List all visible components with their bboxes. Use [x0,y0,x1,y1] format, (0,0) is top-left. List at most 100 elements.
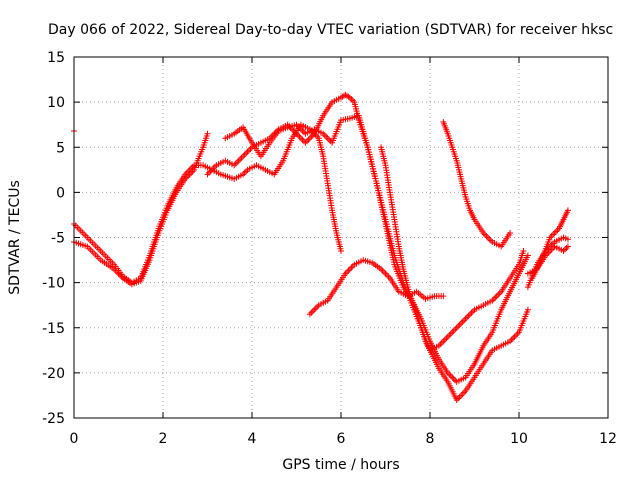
series-6-marker [453,324,460,331]
series-6-marker [492,294,499,301]
series-1-marker [185,172,192,179]
series-4-marker [238,154,245,161]
x-tick-labels: 0 2 4 6 8 10 12 [70,431,617,447]
series-5-marker [308,309,315,316]
y-tick-label: 0 [56,185,65,201]
series-4-marker [210,165,217,172]
x-tick-label: 10 [510,431,528,447]
series-5-marker [343,269,350,276]
series-5-marker [349,263,356,270]
series-10-marker [553,228,560,235]
series-4-marker [232,160,239,167]
series-4-marker [306,135,313,142]
y-axis-title: SDTVAR / TECUs [7,180,23,295]
series-8-marker [564,236,571,243]
series-4-marker [246,147,253,154]
series-4-marker [272,129,279,136]
series-3-marker [461,389,468,396]
series-5-marker [306,311,313,318]
series-4-marker [308,133,315,140]
series-10-marker [564,207,571,214]
series-4-marker [207,168,214,175]
series-6-marker [464,314,471,321]
series-4-marker [237,156,244,163]
series-4-marker [271,130,278,137]
series-4-marker [305,136,312,143]
series-0-marker [338,248,344,255]
series-4-marker [241,151,248,158]
series-6-marker [452,326,459,333]
series-9-marker [548,246,555,253]
x-tick-label: 0 [70,431,79,447]
series-6-marker [458,320,465,327]
y-tick-label: 10 [47,95,65,111]
series-5-marker [440,293,447,300]
series-6-marker [467,311,474,318]
series-7-marker [487,237,494,244]
y-tick-label: 15 [47,50,65,66]
series-4-marker [243,150,250,157]
series-9-marker [561,246,568,253]
series-6-marker [443,335,450,342]
series-0-marker [243,168,250,175]
series-4-marker [302,139,309,146]
series-6-marker [441,336,448,343]
y-tick-label: -5 [51,231,65,247]
series-4-marker [303,138,310,145]
series-4-marker [450,375,457,382]
series-6-marker [449,329,456,336]
series-0-marker [241,169,248,176]
y-tick-label: -20 [42,366,65,382]
series-4-marker [244,148,251,155]
series-5-marker [381,269,388,276]
series-3-marker [511,333,518,340]
series-5-marker [382,270,389,277]
series-1-marker [204,130,211,137]
x-axis-title: GPS time / hours [282,457,399,473]
series-5-marker [346,266,353,273]
series-6-marker [455,323,462,330]
x-tick-label: 4 [248,431,257,447]
series-6-marker [496,290,503,297]
series-4-marker [299,136,306,143]
series-6-marker [468,309,475,316]
series-7-marker [507,229,514,236]
y-tick-label: -15 [42,321,65,337]
y-tick-label: -10 [42,276,65,292]
data-markers [71,91,571,403]
series-5-marker [312,305,319,312]
series-3-marker [321,132,328,139]
series-6-marker [461,317,468,324]
chart-title: Day 066 of 2022, Sidereal Day-to-day VTE… [48,22,613,38]
grid-lines [74,57,608,418]
series-3-marker [459,390,466,397]
series-5-marker [309,308,316,315]
y-tick-labels: 15 10 5 0 -5 -10 -15 -20 -25 [42,50,65,427]
y-tick-label: -25 [42,411,65,427]
y-tick-label: 5 [56,140,65,156]
plot-frame [73,56,609,419]
series-6-marker [438,339,445,346]
series-6-marker [437,341,444,348]
series-6-marker [447,330,454,337]
series-3-marker [508,336,515,343]
series-6-marker [520,248,527,255]
x-tick-label: 12 [599,431,617,447]
series-6-marker [456,321,463,328]
series-7-marker [486,236,493,243]
series-6-marker [490,296,497,303]
series-6-marker [459,318,466,325]
series-4-marker [524,252,531,259]
series-5-marker [314,303,321,310]
x-tick-label: 2 [159,431,168,447]
series-4-marker [211,163,218,170]
series-1-marker [186,171,193,178]
series-6-marker [495,291,502,298]
series-4-marker [446,371,453,378]
series-4-marker [240,153,247,160]
series-6-marker [446,332,453,339]
series-4-marker [205,169,212,176]
series-1-marker [183,174,190,181]
series-5-marker [379,267,386,274]
